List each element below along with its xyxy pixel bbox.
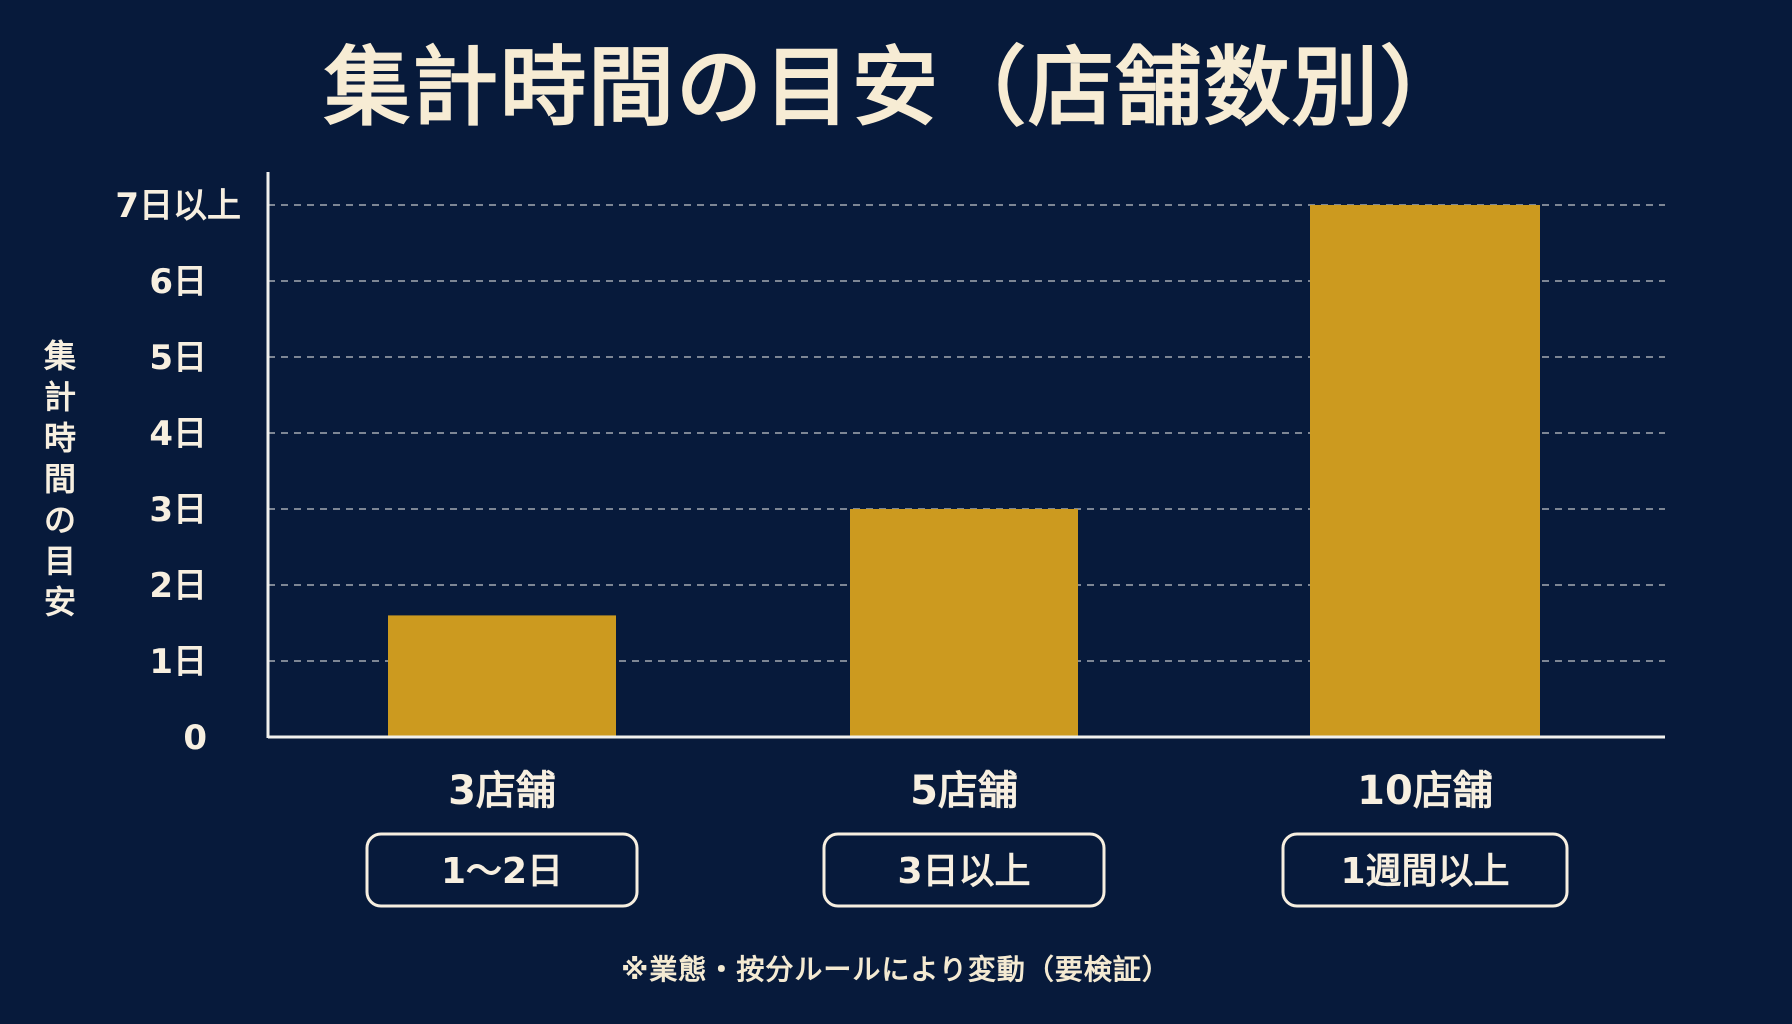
- x-tick-label: 10店舗: [1357, 768, 1493, 814]
- y-tick-label: 4日: [149, 414, 207, 454]
- category-badge: [365, 832, 639, 908]
- bar: [388, 615, 616, 737]
- y-tick-label: 0: [183, 718, 207, 758]
- category-badge: [1281, 832, 1569, 908]
- category-badge-text: 1〜2日: [441, 851, 563, 892]
- y-tick-label: 7日以上: [115, 186, 241, 226]
- x-tick-label: 3店舗: [448, 768, 556, 814]
- chart-note: ※業態・按分ルールにより変動（要検証）: [621, 953, 1171, 986]
- bar: [850, 509, 1078, 737]
- y-tick-label: 3日: [149, 490, 207, 530]
- y-tick-label: 2日: [149, 566, 207, 606]
- y-tick-label: 5日: [149, 338, 207, 378]
- y-tick-label: 6日: [149, 262, 207, 302]
- chart-title: 集計時間の目安（店舗数別）: [324, 37, 1468, 138]
- x-tick-label: 5店舗: [910, 768, 1018, 814]
- y-axis-title: 集計時間の目安: [43, 337, 76, 621]
- category-badge: [822, 832, 1106, 908]
- bar: [1310, 205, 1540, 737]
- category-badge-text: 3日以上: [897, 851, 1030, 892]
- category-badge-text: 1週間以上: [1340, 851, 1509, 892]
- y-tick-label: 1日: [149, 642, 207, 682]
